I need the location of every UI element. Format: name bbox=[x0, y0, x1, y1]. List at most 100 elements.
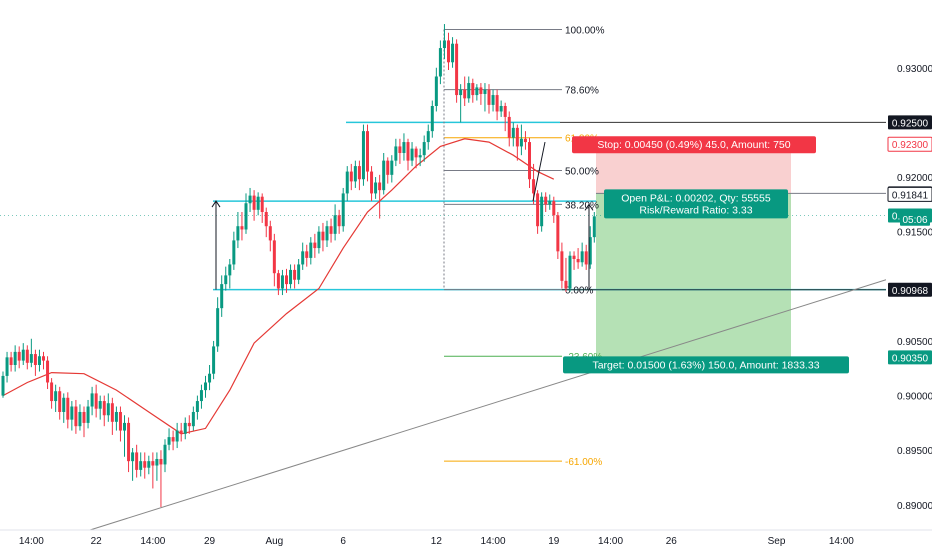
measure-arrow-right-head bbox=[584, 203, 594, 211]
candle-body bbox=[382, 160, 386, 191]
time-axis[interactable]: 14:00 22 14:00 29 Aug 6 12 14:00 19 14:00 26 Sep 14:… bbox=[0, 529, 932, 547]
candle bbox=[25, 345, 29, 370]
candle-body bbox=[123, 422, 126, 431]
candle bbox=[199, 384, 203, 409]
candle-body bbox=[507, 116, 511, 138]
candle bbox=[491, 89, 495, 112]
candle-body bbox=[163, 444, 167, 465]
position-labels[interactable]: Stop: 0.00450 (0.49%) 45.0, Amount: 750 O… bbox=[563, 136, 849, 374]
ascending-trendline[interactable] bbox=[89, 279, 887, 531]
price-label-bg bbox=[888, 282, 932, 297]
candle-body bbox=[204, 382, 207, 391]
candle bbox=[114, 406, 118, 431]
candle bbox=[463, 76, 467, 106]
candle bbox=[17, 346, 21, 369]
trendline[interactable] bbox=[89, 279, 887, 531]
fib-level-label: 78.60% bbox=[565, 86, 599, 97]
candle-body bbox=[102, 401, 106, 416]
target-label[interactable]: Target: 0.01500 (1.63%) 150.0, Amount: 1… bbox=[563, 356, 849, 374]
candle bbox=[536, 190, 540, 234]
candle-body bbox=[232, 240, 236, 265]
price-label[interactable]: 0.90350 bbox=[888, 350, 932, 365]
candle-body bbox=[483, 89, 487, 94]
candle-body bbox=[167, 437, 171, 445]
candle bbox=[110, 397, 114, 435]
candle-body bbox=[560, 251, 564, 281]
candle bbox=[321, 222, 325, 252]
candle bbox=[592, 212, 596, 243]
candle-body bbox=[244, 203, 248, 230]
candle-body bbox=[414, 148, 418, 158]
candle bbox=[434, 67, 438, 112]
candle bbox=[325, 220, 329, 247]
price-label[interactable]: 0.91841 bbox=[887, 186, 932, 202]
fib-level-label: -61.00% bbox=[565, 457, 602, 468]
candle-body bbox=[495, 95, 499, 112]
price-axis[interactable]: 0.930000.925000.920000.915000.910000.905… bbox=[886, 0, 932, 530]
candle bbox=[430, 100, 434, 138]
price-label-bg bbox=[900, 211, 930, 226]
candle-body bbox=[451, 43, 455, 63]
candle-body bbox=[325, 226, 329, 241]
target-zone bbox=[596, 193, 791, 358]
candle-body bbox=[544, 196, 548, 205]
candle bbox=[260, 193, 264, 223]
candle bbox=[256, 192, 260, 216]
candle-body bbox=[353, 166, 357, 182]
candle-body bbox=[329, 226, 333, 234]
target-label-text: Target: 0.01500 (1.63%) 150.0, Amount: 1… bbox=[592, 359, 819, 371]
candle bbox=[507, 111, 511, 147]
candle-body bbox=[106, 403, 110, 416]
candle-body bbox=[479, 87, 483, 94]
candle-body bbox=[127, 422, 131, 462]
time-tick: 14:00 bbox=[481, 536, 506, 547]
candle bbox=[568, 251, 572, 292]
candle-body bbox=[592, 216, 596, 238]
candle-body bbox=[280, 275, 284, 289]
price-tick: 0.91500 bbox=[897, 228, 932, 239]
candle bbox=[370, 166, 374, 202]
candle bbox=[86, 399, 90, 429]
time-tick: 6 bbox=[340, 536, 346, 547]
candle bbox=[515, 124, 519, 161]
candle bbox=[143, 452, 147, 479]
candle bbox=[70, 401, 74, 431]
candle bbox=[212, 340, 216, 380]
candle bbox=[54, 384, 58, 412]
candle-body bbox=[361, 131, 365, 180]
candle-body bbox=[118, 411, 122, 431]
stop-label[interactable]: Stop: 0.00450 (0.49%) 45.0, Amount: 750 bbox=[572, 136, 816, 154]
price-tick: 0.89000 bbox=[897, 501, 932, 512]
candle-body bbox=[357, 166, 361, 180]
candle-body bbox=[74, 406, 78, 427]
candle-body bbox=[366, 131, 369, 172]
candle bbox=[240, 212, 244, 241]
candle bbox=[519, 124, 523, 156]
candle-body bbox=[78, 411, 82, 427]
price-axis-background bbox=[886, 0, 932, 530]
annotations[interactable] bbox=[211, 141, 594, 290]
candle bbox=[280, 269, 284, 296]
candle-body bbox=[5, 357, 9, 376]
candle-body bbox=[289, 269, 293, 285]
candle-body bbox=[248, 195, 252, 204]
projection-line[interactable] bbox=[532, 141, 546, 202]
candle-body bbox=[216, 308, 220, 347]
candle bbox=[297, 258, 301, 285]
candle bbox=[1, 371, 5, 398]
candle bbox=[131, 448, 135, 481]
candle bbox=[426, 124, 430, 150]
pnl-label[interactable]: Open P&L: 0.00202, Qty: 55555Risk/Reward… bbox=[604, 189, 788, 219]
price-label-bg bbox=[887, 136, 932, 152]
price-label[interactable]: 0.92300 bbox=[887, 136, 932, 152]
price-label[interactable]: 0.90968 bbox=[888, 282, 932, 297]
candle bbox=[572, 251, 576, 270]
candle bbox=[289, 264, 293, 289]
candle-body bbox=[430, 106, 434, 132]
price-label[interactable]: 0.92500 bbox=[888, 115, 932, 130]
candle-body bbox=[532, 179, 536, 194]
price-label[interactable]: 05:06 bbox=[900, 211, 930, 226]
candle-body bbox=[199, 390, 203, 402]
